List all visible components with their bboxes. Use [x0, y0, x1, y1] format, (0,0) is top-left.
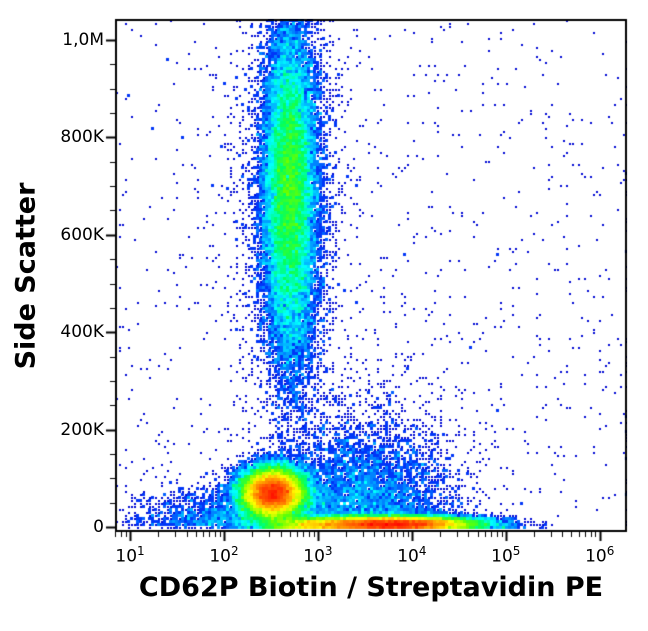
- x-tick-label: 102: [209, 544, 239, 567]
- x-tick-label: 105: [491, 544, 521, 567]
- y-tick-label: 400K: [60, 322, 104, 343]
- x-tick-label: 104: [397, 544, 427, 567]
- x-tick-label: 101: [115, 544, 145, 567]
- y-tick-label: 0: [93, 517, 104, 538]
- y-tick-label: 1,0M: [62, 29, 104, 50]
- x-tick-label: 103: [303, 544, 333, 567]
- x-tick-label: 106: [585, 544, 615, 567]
- x-axis-title: CD62P Biotin / Streptavidin PE: [138, 572, 604, 603]
- y-tick-label: 200K: [60, 419, 104, 440]
- y-tick-label: 800K: [60, 127, 104, 148]
- y-tick-label: 600K: [60, 224, 104, 245]
